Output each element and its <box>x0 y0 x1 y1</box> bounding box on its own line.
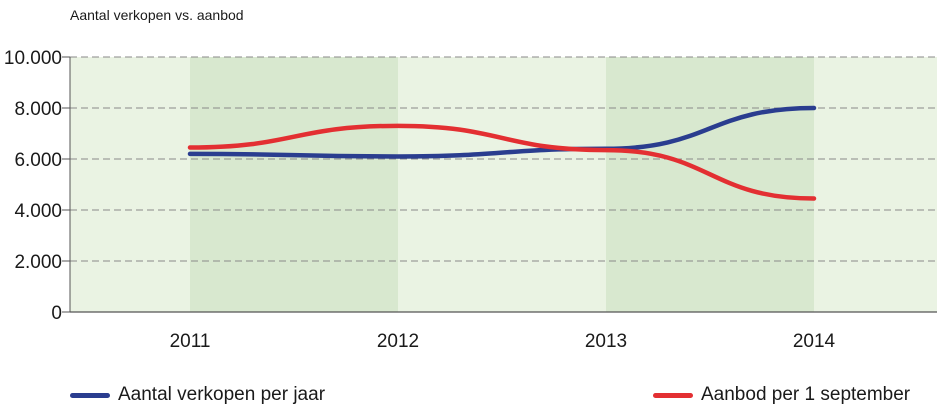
y-axis-ticks: 0 2.000 4.000 6.000 8.000 10.000 <box>4 48 62 324</box>
x-tick-label: 2011 <box>170 331 211 352</box>
legend-swatch-sales <box>70 392 110 398</box>
y-tick-label: 2.000 <box>14 252 62 273</box>
background-band <box>190 57 398 312</box>
background-band <box>70 57 190 312</box>
legend-label-supply: Aanbod per 1 september <box>701 384 911 405</box>
x-tick-label: 2014 <box>793 331 836 352</box>
y-tick-label: 6.000 <box>14 150 62 171</box>
chart-title: Aantal verkopen vs. aanbod <box>70 7 244 23</box>
legend-swatch-supply <box>653 392 693 398</box>
series-line-1 <box>187 105 817 159</box>
background-band <box>398 57 606 312</box>
x-tick-label: 2013 <box>585 331 627 352</box>
background-band <box>606 57 814 312</box>
background-bands <box>70 57 937 312</box>
series-lines <box>187 105 817 201</box>
y-tick-label: 0 <box>51 303 62 324</box>
y-tick-label: 10.000 <box>4 48 62 69</box>
y-tick-label: 4.000 <box>14 201 62 222</box>
series-line-2 <box>187 123 817 201</box>
legend-item-sales: Aantal verkopen per jaar <box>70 384 325 406</box>
x-axis-ticks: 2011 2012 2013 2014 <box>170 331 836 352</box>
legend-item-supply: Aanbod per 1 september <box>653 384 910 406</box>
background-band <box>814 57 937 312</box>
y-tick-label: 8.000 <box>14 99 62 120</box>
gridlines <box>62 56 937 313</box>
legend-label-sales: Aantal verkopen per jaar <box>118 384 326 405</box>
x-tick-label: 2012 <box>377 331 419 352</box>
